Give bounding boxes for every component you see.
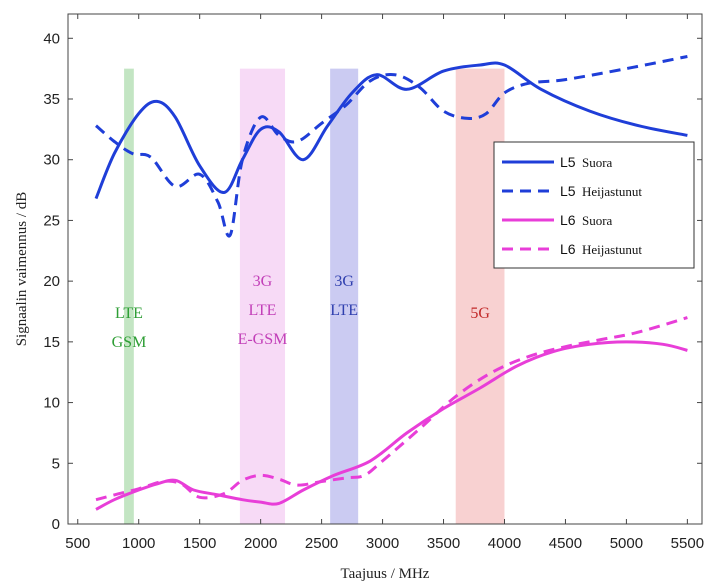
legend-code: L6 <box>560 212 576 228</box>
legend-series-name: Suora <box>582 155 613 170</box>
x-tick-label: 4500 <box>549 535 582 552</box>
band-labels: LTE GSM 3G LTE E-GSM 3G LTE 5G <box>112 273 491 351</box>
y-tick-label: 25 <box>43 212 60 229</box>
x-tick-label: 5500 <box>671 535 704 552</box>
frequency-band-4 <box>456 69 505 524</box>
x-tick-label: 1000 <box>122 535 155 552</box>
y-tick-label: 10 <box>43 395 60 412</box>
band-label: 5G <box>470 305 490 322</box>
x-tick-label: 2000 <box>244 535 277 552</box>
frequency-bands <box>124 69 504 524</box>
band-label: LTE <box>115 305 143 322</box>
x-tick-label: 3500 <box>427 535 460 552</box>
legend-series-name: Heijastunut <box>582 242 642 257</box>
x-axis-label: Taajuus / MHz <box>341 566 430 582</box>
legend-code: L6 <box>560 241 576 257</box>
band-label: LTE <box>330 302 358 319</box>
series-line-l6-heijastunut <box>96 318 687 500</box>
legend-code: L5 <box>560 154 576 170</box>
plot-area-frame <box>68 14 702 524</box>
x-tick-label: 3000 <box>366 535 399 552</box>
band-label: GSM <box>112 334 147 351</box>
x-tick-label: 5000 <box>610 535 643 552</box>
y-tick-label: 35 <box>43 91 60 108</box>
data-series <box>96 57 687 510</box>
band-label: 3G <box>253 273 273 290</box>
y-tick-label: 30 <box>43 152 60 169</box>
y-tick-label: 5 <box>52 455 60 472</box>
frequency-band-3 <box>330 69 358 524</box>
frequency-band-2 <box>240 69 285 524</box>
x-tick-label: 500 <box>65 535 90 552</box>
band-label: 3G <box>334 273 354 290</box>
y-axis-label: Signaalin vaimennus / dB <box>14 192 30 347</box>
y-tick-label: 0 <box>52 516 60 533</box>
legend-code: L5 <box>560 183 576 199</box>
y-tick-label: 15 <box>43 334 60 351</box>
legend-series-name: Suora <box>582 213 613 228</box>
y-tick-label: 40 <box>43 30 60 47</box>
axis-ticks: 500 1000 1500 2000 2500 3000 3500 4000 4500 5000 5… <box>43 14 704 552</box>
band-label: LTE <box>249 302 277 319</box>
legend: L5 Suora L5 Heijastunut L6 Suora L6 Heijastunut <box>494 142 694 268</box>
frequency-band-1 <box>124 69 134 524</box>
y-tick-label: 20 <box>43 273 60 290</box>
x-tick-label: 4000 <box>488 535 521 552</box>
band-label: E-GSM <box>238 331 288 348</box>
legend-series-name: Heijastunut <box>582 184 642 199</box>
x-tick-label: 1500 <box>183 535 216 552</box>
x-tick-label: 2500 <box>305 535 338 552</box>
